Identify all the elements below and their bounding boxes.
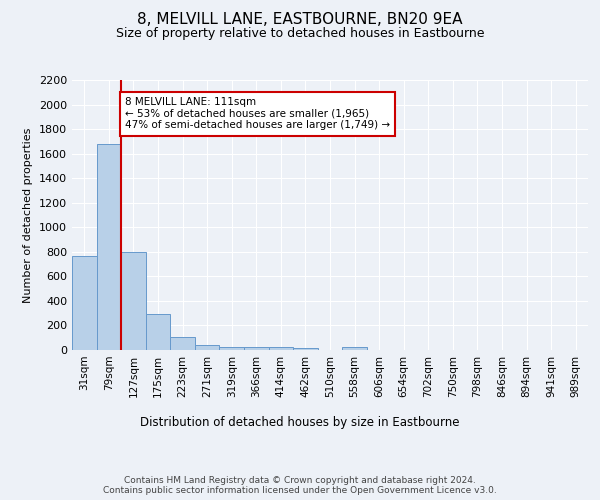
Bar [244,347,269,350]
Text: Size of property relative to detached houses in Eastbourne: Size of property relative to detached ho… [116,28,484,40]
Bar [97,144,121,350]
Text: Contains HM Land Registry data © Crown copyright and database right 2024.
Contai: Contains HM Land Registry data © Crown c… [103,476,497,495]
Y-axis label: Number of detached properties: Number of detached properties [23,128,34,302]
Bar [220,346,244,350]
Bar [146,314,170,350]
Bar [121,252,146,350]
Text: 8 MELVILL LANE: 111sqm
← 53% of detached houses are smaller (1,965)
47% of semi-: 8 MELVILL LANE: 111sqm ← 53% of detached… [125,97,390,130]
Bar [293,348,318,350]
Text: 8, MELVILL LANE, EASTBOURNE, BN20 9EA: 8, MELVILL LANE, EASTBOURNE, BN20 9EA [137,12,463,28]
Bar [170,336,195,350]
Bar [72,256,97,350]
Bar [269,348,293,350]
Bar [342,347,367,350]
Bar [195,345,220,350]
Text: Distribution of detached houses by size in Eastbourne: Distribution of detached houses by size … [140,416,460,429]
